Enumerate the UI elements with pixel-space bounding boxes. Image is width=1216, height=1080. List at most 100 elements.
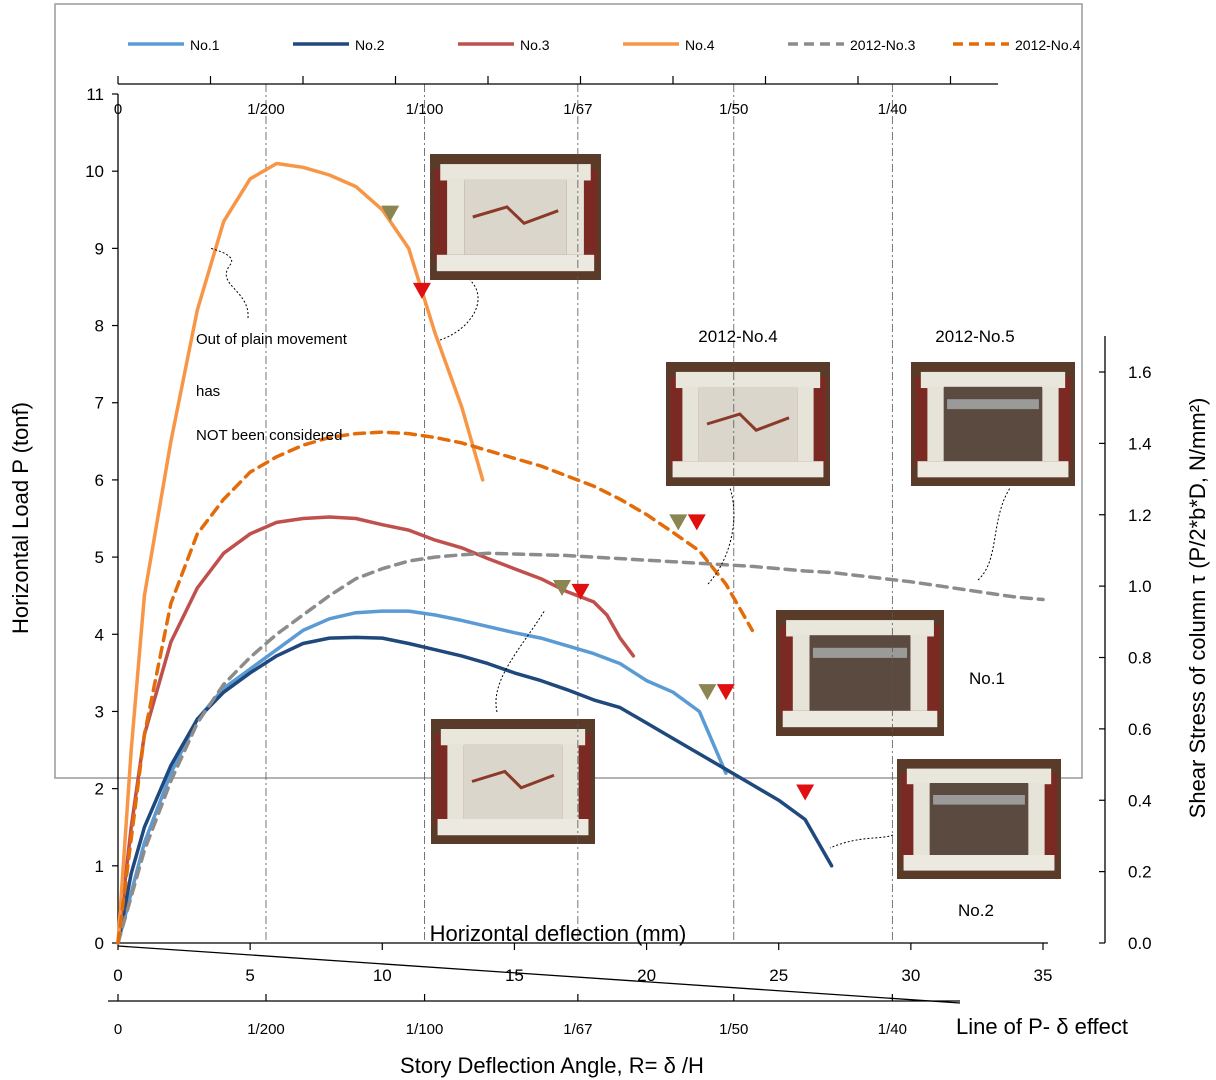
axes: 0 1 2 3 4 5 6 7 8 9 10 11 0 5 10 15 20 25 30 35 0 1/200 1/100 1… bbox=[85, 76, 1152, 1038]
failure-marker-olive bbox=[553, 579, 571, 596]
crack bbox=[471, 769, 555, 790]
series-line-2012-no-4 bbox=[116, 430, 755, 945]
legend-label: No.4 bbox=[685, 37, 715, 53]
y-tick-label: 9 bbox=[95, 239, 104, 258]
pointer-arrow bbox=[829, 834, 894, 849]
specimen-photos bbox=[430, 154, 1075, 879]
open-frame bbox=[929, 783, 1029, 855]
bottom-angle-tick-label: 0 bbox=[114, 1021, 122, 1038]
annotations: Out of plain movement has NOT been conside… bbox=[196, 247, 1015, 920]
p-delta-label: Line of P- δ effect bbox=[956, 1014, 1128, 1039]
base-beam bbox=[917, 461, 1069, 478]
series-layer bbox=[116, 161, 1045, 945]
crack bbox=[706, 412, 790, 432]
left-column bbox=[792, 635, 810, 711]
bottom-angle-tick-label: 1/50 bbox=[719, 1021, 748, 1038]
crack bbox=[472, 205, 559, 226]
right-column bbox=[1042, 386, 1059, 462]
pointer-arrow bbox=[439, 279, 479, 341]
y-tick-label: 0 bbox=[95, 934, 104, 953]
legend-label: 2012-No.4 bbox=[1015, 37, 1081, 53]
y2-tick-label: 0.2 bbox=[1128, 863, 1152, 882]
photo-no4-specimen bbox=[430, 154, 601, 280]
top-beam bbox=[440, 164, 591, 181]
failure-marker-red bbox=[687, 514, 706, 531]
right-column bbox=[562, 744, 579, 819]
left-column bbox=[927, 386, 944, 462]
pointer-arrow bbox=[209, 247, 249, 319]
series-line-no-3 bbox=[116, 515, 636, 945]
left-column bbox=[913, 783, 930, 855]
top-angle-tick-label: 1/200 bbox=[247, 101, 285, 118]
bottom-angle-tick-label: 1/67 bbox=[563, 1021, 592, 1038]
x-tick-label: 35 bbox=[1034, 966, 1053, 985]
right-column bbox=[797, 386, 814, 462]
equipment bbox=[933, 795, 1025, 805]
x-tick-label: 10 bbox=[373, 966, 392, 985]
failure-marker-red bbox=[716, 684, 735, 701]
failure-markers bbox=[381, 205, 815, 801]
y-tick-label: 4 bbox=[95, 625, 104, 644]
y-tick-label: 2 bbox=[95, 780, 104, 799]
pointer-arrow bbox=[707, 487, 735, 585]
series-line-no-1 bbox=[116, 609, 728, 945]
pointer-arrow bbox=[977, 487, 1011, 581]
right-column bbox=[910, 635, 928, 711]
y2-tick-label: 1.0 bbox=[1128, 577, 1152, 596]
bottom-axis-title: Story Deflection Angle, R= δ /H bbox=[400, 1053, 704, 1078]
note-out-of-plain-line2: has bbox=[196, 383, 220, 400]
x-tick-label: 25 bbox=[769, 966, 788, 985]
base-beam bbox=[436, 254, 595, 272]
failure-marker-red bbox=[412, 282, 431, 299]
label-2012-no4: 2012-No.4 bbox=[698, 327, 777, 346]
base-beam bbox=[782, 710, 938, 728]
y2-tick-label: 0.8 bbox=[1128, 649, 1152, 668]
photo-no2-specimen bbox=[897, 759, 1061, 879]
y2-tick-label: 1.2 bbox=[1128, 506, 1152, 525]
photo-no3-specimen bbox=[431, 719, 595, 844]
left-column bbox=[447, 179, 465, 255]
top-angle-tick-label: 0 bbox=[114, 101, 122, 118]
photo-2012-no5-specimen bbox=[911, 362, 1075, 486]
legend-label: 2012-No.3 bbox=[850, 37, 916, 53]
failure-marker-red bbox=[571, 583, 590, 600]
label-2012-no5: 2012-No.5 bbox=[935, 327, 1014, 346]
y-tick-label: 3 bbox=[95, 702, 104, 721]
left-column bbox=[447, 744, 464, 819]
bottom-angle-tick-label: 1/40 bbox=[878, 1021, 907, 1038]
bottom-angle-tick-label: 1/100 bbox=[406, 1021, 444, 1038]
pointer-arrow bbox=[495, 609, 546, 713]
open-frame bbox=[809, 635, 911, 711]
photo-no1-specimen bbox=[776, 610, 944, 736]
base-beam bbox=[903, 855, 1055, 871]
x-tick-label: 30 bbox=[901, 966, 920, 985]
x-tick-label: 20 bbox=[637, 966, 656, 985]
angle-gridlines bbox=[265, 84, 893, 943]
legend-label: No.1 bbox=[190, 37, 220, 53]
y2-tick-label: 0.0 bbox=[1128, 934, 1152, 953]
equipment bbox=[947, 399, 1039, 410]
label-no2: No.2 bbox=[958, 901, 994, 920]
legend-label: No.2 bbox=[355, 37, 385, 53]
base-beam bbox=[437, 819, 589, 836]
left-column bbox=[682, 386, 699, 462]
y-tick-label: 6 bbox=[95, 471, 104, 490]
y-tick-label: 8 bbox=[95, 317, 104, 336]
top-angle-tick-label: 1/67 bbox=[563, 101, 592, 118]
failure-marker-red bbox=[796, 784, 815, 801]
y2-tick-label: 0.6 bbox=[1128, 720, 1152, 739]
base-beam bbox=[672, 461, 824, 478]
equipment bbox=[812, 647, 908, 658]
y2-tick-label: 1.4 bbox=[1128, 434, 1152, 453]
p-delta-line bbox=[117, 945, 961, 1004]
y2-tick-label: 1.6 bbox=[1128, 363, 1152, 382]
bottom-angle-tick-label: 1/200 bbox=[247, 1021, 285, 1038]
note-out-of-plain-line1: Out of plain movement bbox=[196, 331, 348, 348]
top-beam bbox=[675, 371, 821, 389]
series-line-no-2 bbox=[116, 635, 834, 945]
y-tick-label: 5 bbox=[95, 548, 104, 567]
top-beam bbox=[906, 768, 1052, 785]
y2-axis-title: Shear Stress of column τ (P/2*b*D, N/mm²… bbox=[1185, 398, 1210, 819]
y-axis-title: Horizontal Load P (tonf) bbox=[8, 402, 33, 634]
